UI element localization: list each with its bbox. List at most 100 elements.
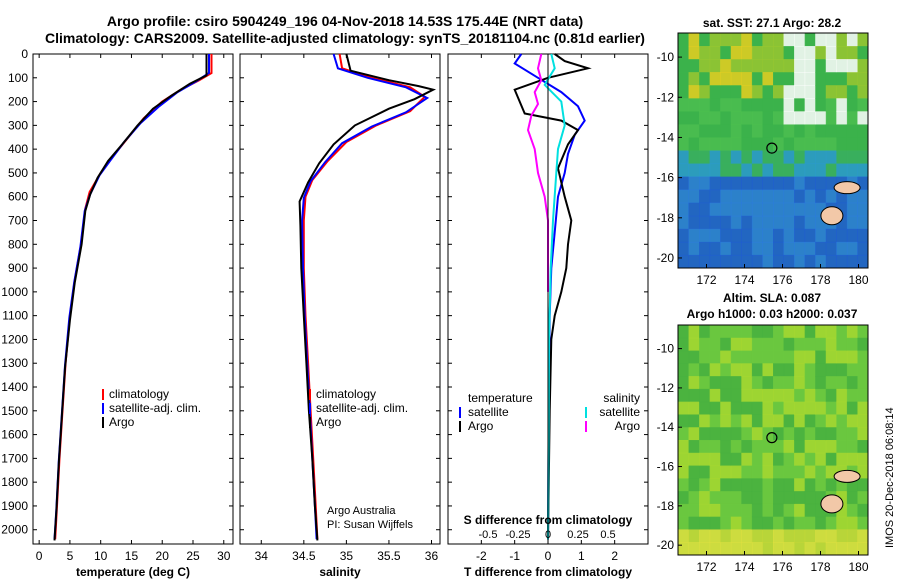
map-cell bbox=[825, 98, 837, 112]
map-cell bbox=[836, 440, 848, 454]
map-cell bbox=[815, 478, 827, 492]
map-cell bbox=[730, 363, 742, 377]
map-cell bbox=[688, 427, 700, 441]
map-cell bbox=[846, 363, 858, 377]
map-cell bbox=[741, 401, 753, 415]
map-cell bbox=[794, 59, 806, 73]
map-cell bbox=[678, 33, 690, 47]
map-cell bbox=[762, 202, 774, 217]
map-cell bbox=[804, 33, 816, 47]
depth-tick-label: 100 bbox=[8, 71, 28, 85]
map-cell bbox=[846, 254, 858, 269]
map-cell bbox=[720, 542, 732, 556]
map-cell bbox=[762, 337, 774, 352]
map-cell bbox=[846, 452, 858, 467]
map-cell bbox=[783, 542, 795, 556]
map-cell bbox=[836, 363, 848, 377]
map-cell bbox=[688, 363, 700, 377]
map-cell bbox=[709, 542, 721, 556]
map-cell bbox=[709, 228, 721, 243]
map-cell bbox=[709, 163, 721, 178]
map-cell bbox=[709, 176, 721, 191]
map-cell bbox=[688, 452, 700, 467]
map-cell bbox=[846, 491, 858, 505]
map-cell bbox=[804, 452, 816, 467]
map-cell bbox=[836, 516, 848, 530]
map-cell bbox=[751, 46, 763, 60]
map-cell bbox=[678, 363, 690, 377]
map-cell bbox=[720, 46, 732, 60]
map-cell bbox=[678, 478, 690, 492]
map-cell bbox=[762, 363, 774, 377]
map-cell bbox=[815, 241, 827, 256]
map-cell bbox=[730, 325, 742, 339]
map-cell bbox=[846, 427, 858, 441]
map-cell bbox=[857, 376, 869, 390]
map-cell bbox=[678, 440, 690, 454]
map-cell bbox=[699, 254, 711, 269]
map-cell bbox=[815, 228, 827, 243]
map-cell bbox=[720, 401, 732, 415]
map-cell bbox=[815, 465, 827, 479]
map-cell bbox=[762, 111, 774, 125]
map-cell bbox=[730, 440, 742, 454]
map-cell bbox=[751, 440, 763, 454]
map-cell bbox=[709, 350, 721, 364]
map-cell bbox=[720, 111, 732, 125]
map-cell bbox=[836, 401, 848, 415]
x-tick-label: 15 bbox=[125, 549, 139, 563]
map-cell bbox=[709, 137, 721, 151]
map-cell bbox=[678, 452, 690, 467]
map-cell bbox=[846, 337, 858, 352]
map-cell bbox=[836, 72, 848, 86]
title-line-2: Climatology: CARS2009. Satellite-adjuste… bbox=[45, 30, 645, 46]
map-cell bbox=[825, 427, 837, 441]
map-cell bbox=[709, 337, 721, 352]
map-cell bbox=[773, 163, 785, 178]
map-cell bbox=[688, 542, 700, 556]
map-cell bbox=[678, 163, 690, 178]
map-cell bbox=[678, 189, 690, 204]
map-cell bbox=[741, 388, 753, 403]
x-axis-label: salinity bbox=[319, 565, 361, 579]
map-cell bbox=[794, 176, 806, 191]
map-cell bbox=[699, 440, 711, 454]
map-cell bbox=[857, 137, 869, 151]
map-cell bbox=[751, 337, 763, 352]
map-lat-label: -10 bbox=[657, 342, 675, 356]
depth-tick-label: 200 bbox=[8, 95, 28, 109]
map-cell bbox=[846, 503, 858, 518]
sla-map-title-2: Argo h1000: 0.03 h2000: 0.037 bbox=[687, 307, 858, 321]
depth-tick-label: 500 bbox=[8, 166, 28, 180]
map-cell bbox=[720, 215, 732, 230]
map-cell bbox=[794, 202, 806, 217]
map-cell bbox=[751, 478, 763, 492]
map-lon-label: 174 bbox=[734, 560, 754, 574]
legend-label: Argo bbox=[468, 419, 494, 433]
x-axis-label: T difference from climatology bbox=[464, 565, 632, 579]
map-cell bbox=[825, 350, 837, 364]
map-cell bbox=[678, 202, 690, 217]
map-cell bbox=[720, 337, 732, 352]
map-cell bbox=[741, 124, 753, 138]
map-cell bbox=[846, 414, 858, 428]
map-cell bbox=[751, 254, 763, 269]
map-cell bbox=[720, 478, 732, 492]
map-cell bbox=[688, 465, 700, 479]
map-lat-label: -18 bbox=[657, 211, 675, 225]
map-cell bbox=[751, 98, 763, 112]
map-cell bbox=[783, 478, 795, 492]
map-cell bbox=[709, 98, 721, 112]
map-cell bbox=[699, 59, 711, 73]
map-cell bbox=[688, 98, 700, 112]
map-cell bbox=[783, 452, 795, 467]
map-cell bbox=[804, 337, 816, 352]
map-cell bbox=[794, 254, 806, 269]
map-cell bbox=[846, 325, 858, 339]
map-cell bbox=[783, 337, 795, 352]
map-cell bbox=[815, 516, 827, 530]
map-cell bbox=[741, 542, 753, 556]
map-cell bbox=[730, 337, 742, 352]
map-cell bbox=[730, 33, 742, 47]
map-cell bbox=[741, 478, 753, 492]
